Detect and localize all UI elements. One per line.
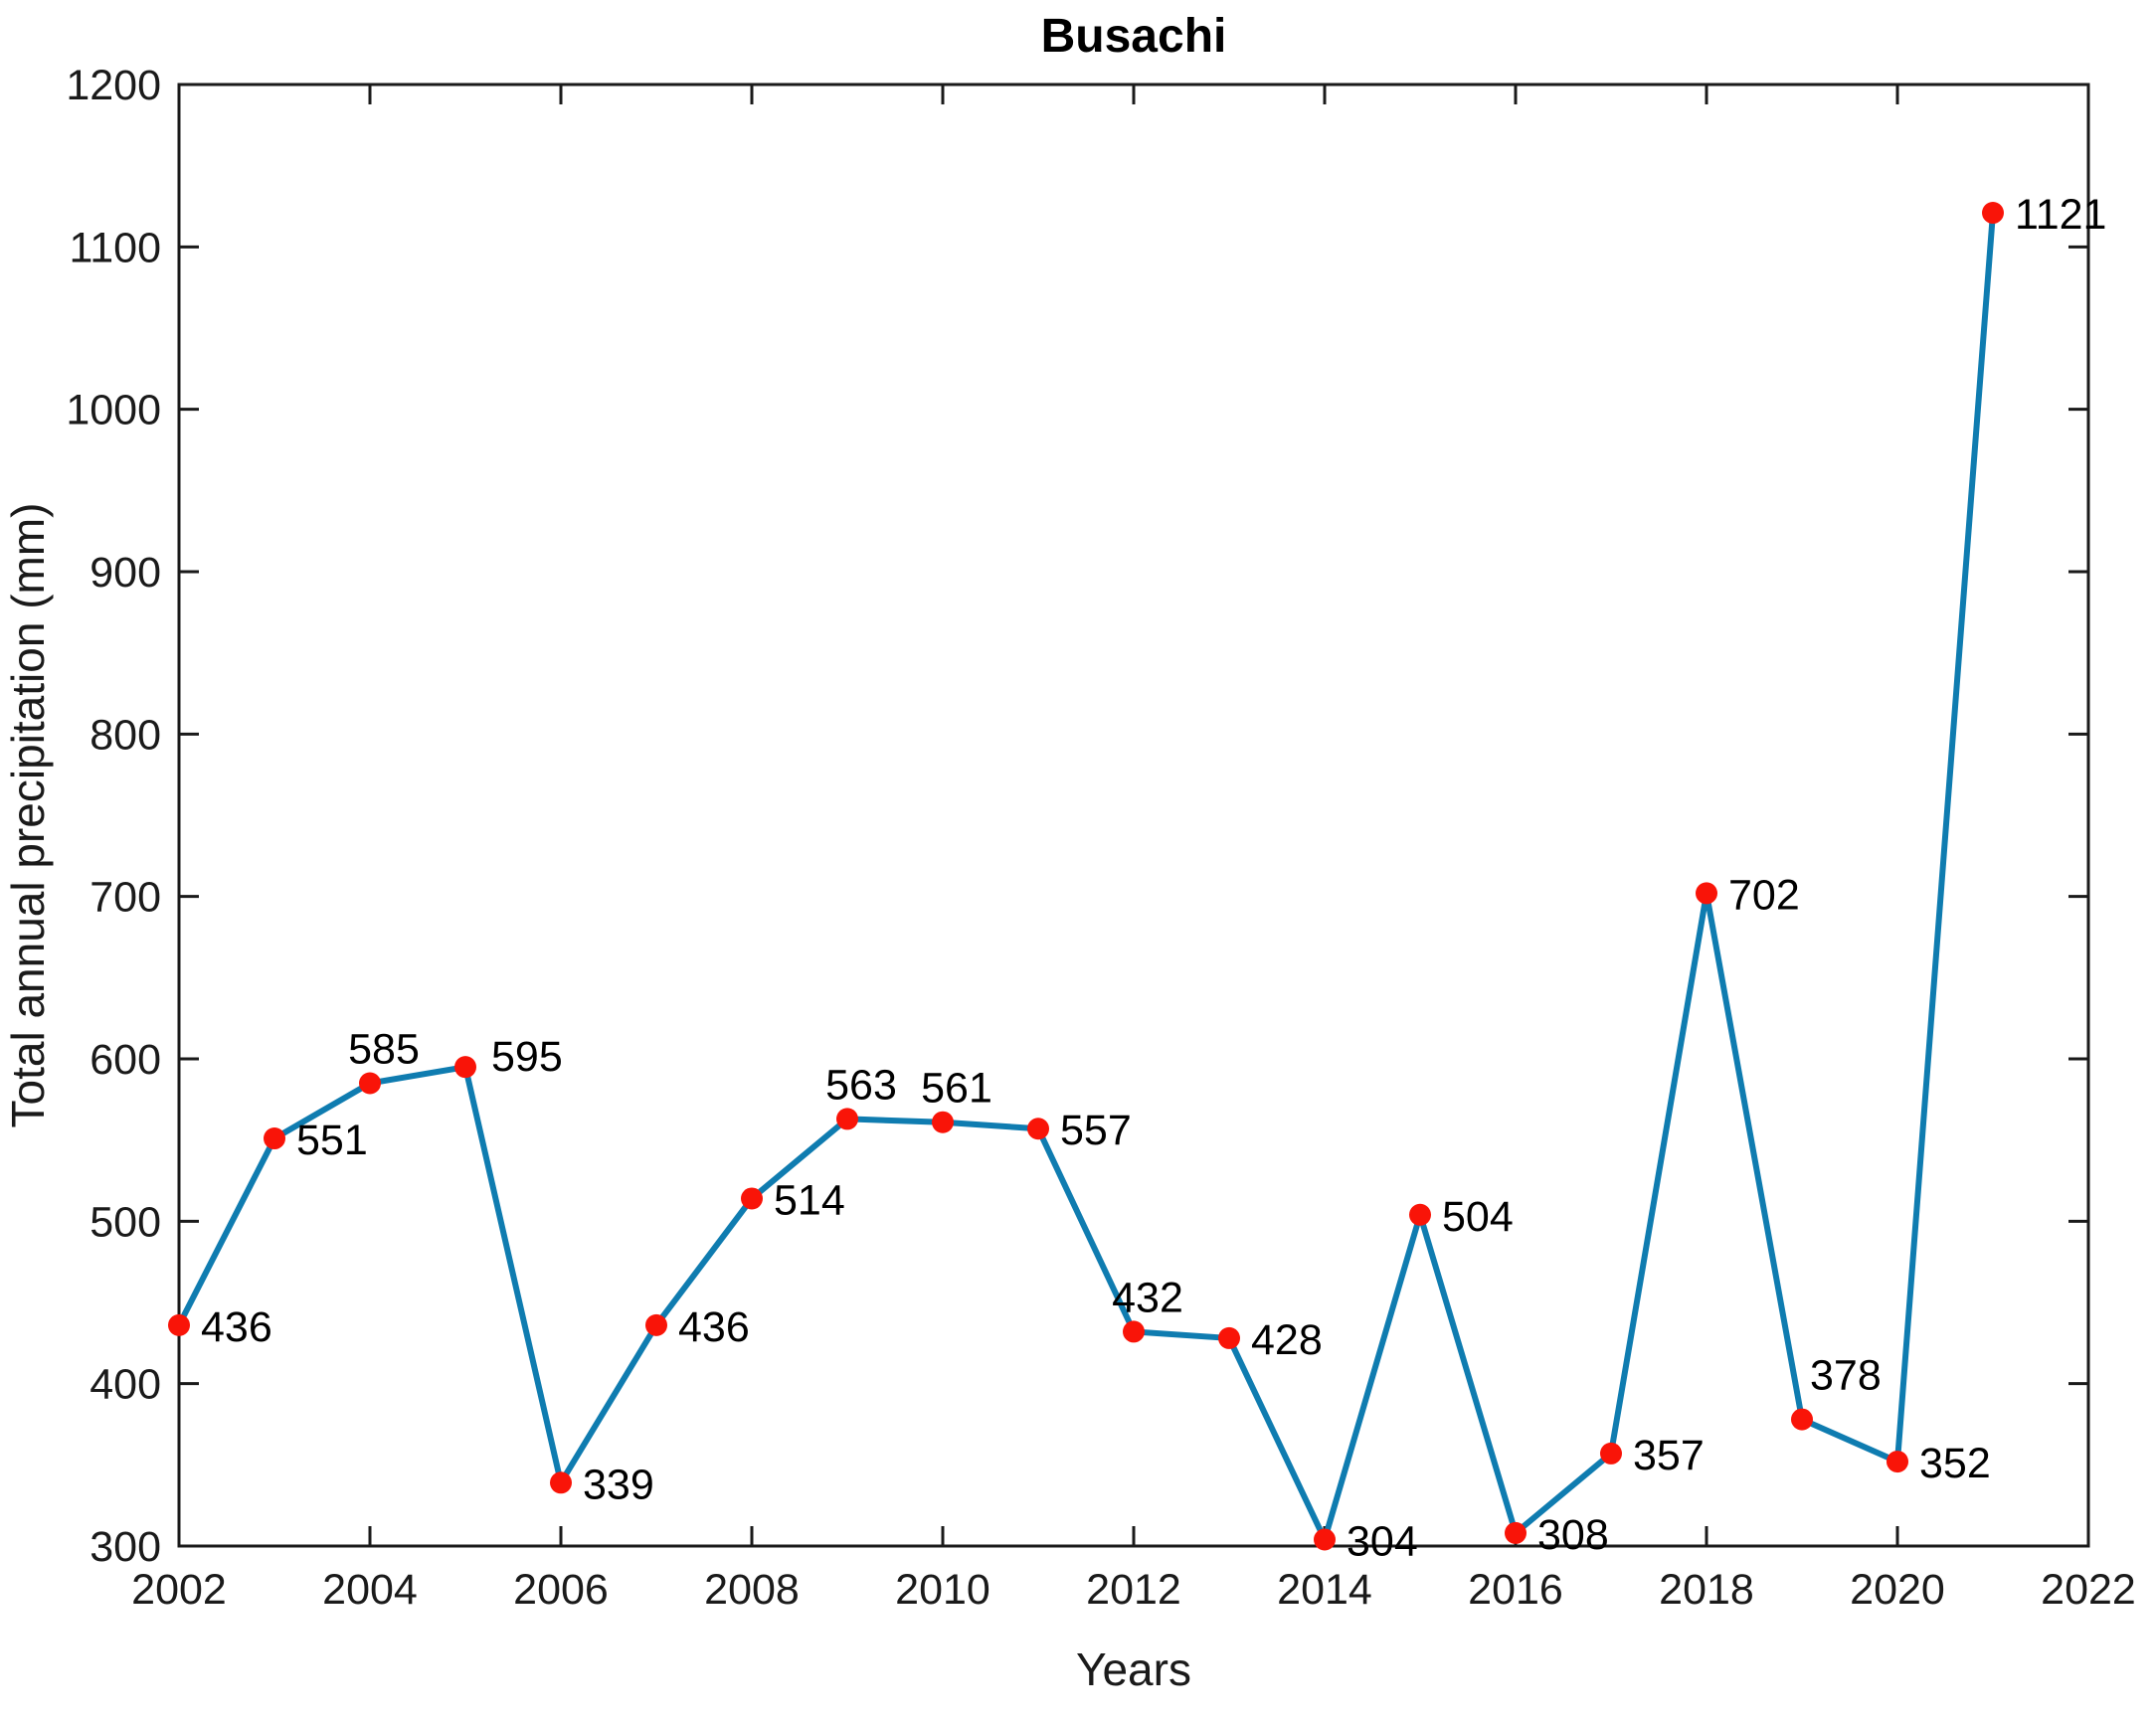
data-point-label: 702 bbox=[1728, 871, 1800, 919]
data-point-marker bbox=[1027, 1118, 1049, 1140]
data-point-label: 428 bbox=[1251, 1316, 1323, 1364]
data-point-label: 308 bbox=[1537, 1511, 1609, 1559]
data-point-label: 557 bbox=[1060, 1107, 1132, 1154]
y-tick-label: 1000 bbox=[66, 387, 161, 434]
data-point-marker bbox=[1886, 1451, 1908, 1473]
data-point-label: 514 bbox=[774, 1176, 845, 1224]
x-tick-label: 2012 bbox=[1086, 1566, 1181, 1614]
data-point-label: 436 bbox=[678, 1303, 750, 1351]
data-point-marker bbox=[1218, 1326, 1240, 1349]
data-point-label: 432 bbox=[1112, 1274, 1183, 1321]
data-point-label: 304 bbox=[1347, 1517, 1418, 1565]
data-point-marker bbox=[741, 1187, 763, 1210]
data-point-label: 563 bbox=[825, 1061, 897, 1109]
x-tick-label: 2014 bbox=[1277, 1566, 1372, 1614]
y-tick-label: 600 bbox=[90, 1036, 161, 1084]
data-point-marker bbox=[550, 1471, 572, 1494]
x-axis-label: Years bbox=[1076, 1643, 1191, 1695]
data-point-label: 585 bbox=[348, 1026, 420, 1074]
x-tick-label: 2016 bbox=[1468, 1566, 1563, 1614]
data-point-label: 561 bbox=[921, 1065, 992, 1113]
data-point-marker bbox=[932, 1111, 954, 1133]
data-point-label: 436 bbox=[201, 1303, 272, 1351]
y-tick-label: 500 bbox=[90, 1198, 161, 1246]
data-point-label: 378 bbox=[1810, 1352, 1882, 1400]
x-tick-label: 2010 bbox=[895, 1566, 990, 1614]
x-tick-label: 2008 bbox=[704, 1566, 800, 1614]
data-point-marker bbox=[1982, 202, 2004, 225]
data-point-label: 551 bbox=[296, 1117, 368, 1164]
data-point-marker bbox=[454, 1056, 476, 1079]
data-point-marker bbox=[645, 1313, 667, 1336]
data-point-marker bbox=[264, 1127, 285, 1150]
y-tick-label: 300 bbox=[90, 1523, 161, 1571]
x-tick-label: 2002 bbox=[131, 1566, 227, 1614]
y-axis-label: Total annual precipitation (mm) bbox=[2, 503, 54, 1128]
y-tick-label: 700 bbox=[90, 874, 161, 922]
data-point-marker bbox=[1791, 1408, 1813, 1431]
data-point-label: 504 bbox=[1442, 1193, 1514, 1241]
chart-title: Busachi bbox=[1041, 10, 1227, 63]
y-tick-label: 800 bbox=[90, 711, 161, 759]
x-tick-label: 2022 bbox=[2041, 1566, 2136, 1614]
x-tick-label: 2018 bbox=[1659, 1566, 1754, 1614]
x-tick-label: 2004 bbox=[322, 1566, 418, 1614]
y-tick-label: 400 bbox=[90, 1361, 161, 1409]
y-tick-label: 900 bbox=[90, 549, 161, 597]
data-point-marker bbox=[1409, 1203, 1431, 1226]
data-point-marker bbox=[1123, 1320, 1145, 1343]
data-point-marker bbox=[836, 1108, 858, 1130]
data-point-marker bbox=[1505, 1521, 1527, 1544]
data-point-marker bbox=[1314, 1528, 1336, 1551]
data-point-label: 352 bbox=[1919, 1440, 1991, 1487]
data-point-marker bbox=[359, 1072, 381, 1095]
data-point-marker bbox=[1696, 882, 1717, 905]
x-tick-label: 2020 bbox=[1850, 1566, 1945, 1614]
data-point-marker bbox=[168, 1313, 190, 1336]
y-tick-label: 1200 bbox=[66, 62, 161, 109]
data-point-label: 357 bbox=[1633, 1432, 1705, 1479]
data-point-label: 595 bbox=[491, 1033, 563, 1081]
y-tick-label: 1100 bbox=[70, 224, 161, 271]
data-point-label: 1121 bbox=[2015, 191, 2106, 239]
data-point-marker bbox=[1600, 1442, 1622, 1465]
data-point-label: 339 bbox=[583, 1461, 654, 1508]
data-line bbox=[176, 210, 1996, 1543]
x-tick-label: 2006 bbox=[513, 1566, 609, 1614]
